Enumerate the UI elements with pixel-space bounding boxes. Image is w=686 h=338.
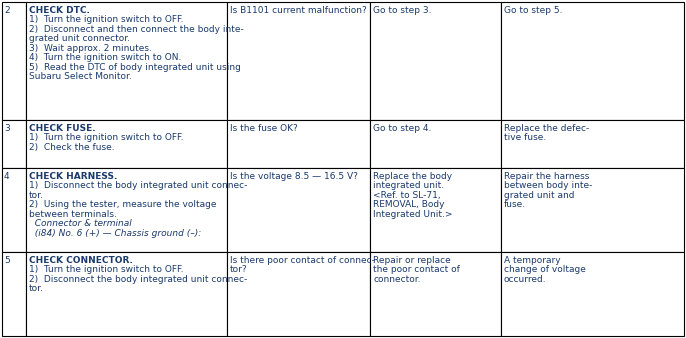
Text: Go to step 3.: Go to step 3. [373, 6, 431, 15]
Bar [2, 120, 26, 168]
Text: Is there poor contact of connec-: Is there poor contact of connec- [230, 256, 375, 265]
Text: grated unit connector.: grated unit connector. [29, 34, 130, 43]
Bar [26, 252, 227, 336]
Text: fuse.: fuse. [504, 200, 526, 209]
Text: 3: 3 [4, 124, 10, 133]
Text: Repair the harness: Repair the harness [504, 172, 589, 181]
Bar [501, 2, 684, 120]
Text: Go to step 5.: Go to step 5. [504, 6, 563, 15]
Bar [370, 168, 501, 252]
Text: 1)  Turn the ignition switch to OFF.: 1) Turn the ignition switch to OFF. [29, 16, 183, 24]
Text: between body inte-: between body inte- [504, 182, 593, 190]
Bar [227, 168, 370, 252]
Bar [227, 120, 370, 168]
Bar [501, 120, 684, 168]
Bar [370, 120, 501, 168]
Text: 2: 2 [4, 6, 10, 15]
Bar [2, 252, 26, 336]
Bar [370, 2, 501, 120]
Text: 1)  Turn the ignition switch to OFF.: 1) Turn the ignition switch to OFF. [29, 265, 183, 274]
Text: 5: 5 [4, 256, 10, 265]
Bar [501, 252, 684, 336]
Text: Is B1101 current malfunction?: Is B1101 current malfunction? [230, 6, 367, 15]
Text: Replace the defec-: Replace the defec- [504, 124, 589, 133]
Text: 2)  Using the tester, measure the voltage: 2) Using the tester, measure the voltage [29, 200, 217, 209]
Text: Repair or replace: Repair or replace [373, 256, 451, 265]
Text: between terminals.: between terminals. [29, 210, 117, 219]
Bar [26, 120, 227, 168]
Bar [370, 252, 501, 336]
Bar [2, 2, 26, 120]
Text: 3)  Wait approx. 2 minutes.: 3) Wait approx. 2 minutes. [29, 44, 152, 53]
Text: Integrated Unit.>: Integrated Unit.> [373, 210, 453, 219]
Text: 4)  Turn the ignition switch to ON.: 4) Turn the ignition switch to ON. [29, 53, 181, 62]
Text: Is the fuse OK?: Is the fuse OK? [230, 124, 298, 133]
Text: occurred.: occurred. [504, 275, 547, 284]
Text: change of voltage: change of voltage [504, 265, 586, 274]
Text: connector.: connector. [373, 275, 421, 284]
Bar [26, 168, 227, 252]
Text: CHECK HARNESS.: CHECK HARNESS. [29, 172, 117, 181]
Text: CHECK CONNECTOR.: CHECK CONNECTOR. [29, 256, 133, 265]
Text: Connector & terminal: Connector & terminal [29, 219, 132, 228]
Text: tor?: tor? [230, 265, 248, 274]
Text: grated unit and: grated unit and [504, 191, 574, 200]
Bar [227, 2, 370, 120]
Text: 1)  Turn the ignition switch to OFF.: 1) Turn the ignition switch to OFF. [29, 134, 183, 142]
Text: the poor contact of: the poor contact of [373, 265, 460, 274]
Text: 2)  Check the fuse.: 2) Check the fuse. [29, 143, 115, 152]
Text: 4: 4 [4, 172, 10, 181]
Bar [227, 252, 370, 336]
Text: integrated unit.: integrated unit. [373, 182, 444, 190]
Text: Go to step 4.: Go to step 4. [373, 124, 431, 133]
Text: tor.: tor. [29, 284, 44, 293]
Text: tive fuse.: tive fuse. [504, 134, 546, 142]
Text: 1)  Disconnect the body integrated unit connec-: 1) Disconnect the body integrated unit c… [29, 182, 248, 190]
Bar [2, 168, 26, 252]
Bar [26, 2, 227, 120]
Text: <Ref. to SL-71,: <Ref. to SL-71, [373, 191, 440, 200]
Text: REMOVAL, Body: REMOVAL, Body [373, 200, 445, 209]
Text: CHECK FUSE.: CHECK FUSE. [29, 124, 95, 133]
Text: tor.: tor. [29, 191, 44, 200]
Text: A temporary: A temporary [504, 256, 560, 265]
Bar [501, 168, 684, 252]
Text: Subaru Select Monitor.: Subaru Select Monitor. [29, 72, 132, 81]
Text: (i84) No. 6 (+) — Chassis ground (–):: (i84) No. 6 (+) — Chassis ground (–): [29, 228, 201, 238]
Text: Is the voltage 8.5 — 16.5 V?: Is the voltage 8.5 — 16.5 V? [230, 172, 358, 181]
Text: Replace the body: Replace the body [373, 172, 452, 181]
Text: CHECK DTC.: CHECK DTC. [29, 6, 90, 15]
Text: 2)  Disconnect the body integrated unit connec-: 2) Disconnect the body integrated unit c… [29, 275, 247, 284]
Text: 2)  Disconnect and then connect the body inte-: 2) Disconnect and then connect the body … [29, 25, 244, 34]
Text: 5)  Read the DTC of body integrated unit using: 5) Read the DTC of body integrated unit … [29, 63, 241, 72]
